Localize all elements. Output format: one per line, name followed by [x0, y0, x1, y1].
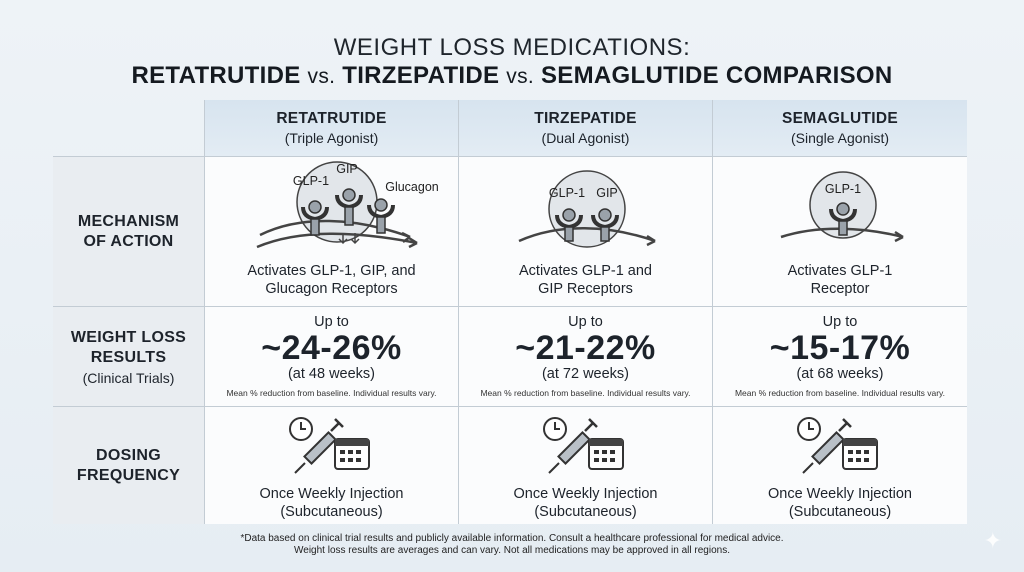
mechanism-semaglutide: GLP-1 Activates GLP-1 Receptor	[713, 157, 967, 307]
dosing-tirzepatide: Once Weekly Injection (Subcutaneous)	[459, 407, 713, 524]
up-to-label: Up to	[568, 314, 603, 330]
dosing-illustration	[797, 417, 878, 474]
dosing-line: Once Weekly Injection	[513, 486, 658, 502]
comparison-table: RETATRUTIDE (Triple Agonist) TIRZEPATIDE…	[53, 100, 967, 524]
mechanism-tirzepatide: GLP-1 GIP Activates GLP-1 and GIP Recept…	[459, 157, 713, 307]
trial-duration: (at 72 weeks)	[541, 366, 630, 382]
header-retatrutide: RETATRUTIDE (Triple Agonist)	[205, 100, 459, 157]
row-label-line: MECHANISM	[77, 212, 180, 230]
row-label-weight-loss: WEIGHT LOSS RESULTS (Clinical Trials)	[53, 307, 205, 407]
mechanism-text: Activates GLP-1 Receptor	[713, 262, 967, 298]
drug-name: TIRZEPATIDE	[534, 110, 637, 127]
footnote: *Data based on clinical trial results an…	[0, 533, 1024, 557]
title-vs-1: vs.	[307, 65, 336, 88]
syringe-icon	[802, 418, 852, 474]
receptor-label: GLP-1	[825, 182, 861, 196]
dosing-line: (Subcutaneous)	[280, 504, 383, 520]
dosing-line: Once Weekly Injection	[259, 486, 404, 502]
results-note: Mean % reduction from baseline. Individu…	[226, 388, 437, 398]
mechanism-line: Activates GLP-1, GIP, and	[247, 263, 416, 279]
drug-type: (Triple Agonist)	[284, 130, 379, 146]
syringe-icon	[294, 418, 344, 474]
sparkle-icon: ✦	[983, 528, 1002, 553]
dosing-text: Once Weekly Injection (Subcutaneous)	[713, 485, 967, 521]
mechanism-retatrutide: GLP-1 GIP Glucagon Activates GLP-1, GIP,…	[205, 157, 459, 307]
weight-loss-percent: ~15-17%	[769, 329, 911, 367]
up-to-label: Up to	[314, 314, 349, 330]
title-drug-1: RETATRUTIDE	[131, 62, 301, 89]
trial-duration: (at 68 weeks)	[796, 366, 884, 382]
results-note: Mean % reduction from baseline. Individu…	[734, 388, 946, 398]
clock-icon	[543, 417, 567, 441]
up-to-label: Up to	[822, 314, 858, 330]
receptor-icon	[301, 188, 395, 236]
row-label-line: DOSING	[96, 446, 161, 464]
results-retatrutide: Up to ~24-26% (at 48 weeks) Mean % reduc…	[205, 307, 459, 407]
calendar-icon	[588, 438, 624, 470]
syringe-icon	[548, 418, 598, 474]
calendar-icon	[842, 438, 878, 470]
trial-duration: (at 48 weeks)	[287, 366, 376, 382]
dosing-semaglutide: Once Weekly Injection (Subcutaneous)	[713, 407, 967, 524]
dosing-line: (Subcutaneous)	[534, 504, 637, 520]
mechanism-line: Glucagon Receptors	[265, 281, 398, 297]
dosing-illustration	[289, 417, 370, 474]
row-label-line: OF ACTION	[83, 232, 174, 250]
header-tirzepatide: TIRZEPATIDE (Dual Agonist)	[459, 100, 713, 157]
table-corner	[53, 100, 205, 157]
row-label-line: RESULTS	[90, 348, 167, 366]
row-label-sub: (Clinical Trials)	[82, 369, 175, 386]
page-title-line1: WEIGHT LOSS MEDICATIONS:	[333, 34, 691, 61]
clock-icon	[289, 417, 313, 441]
title-drug-2: TIRZEPATIDE	[342, 62, 500, 89]
row-label-line: FREQUENCY	[76, 466, 181, 484]
receptor-label: GLP-1	[293, 174, 329, 188]
receptor-diagram: GLP-1	[780, 171, 904, 243]
row-label-mechanism: MECHANISM OF ACTION	[53, 157, 205, 307]
mechanism-text: Activates GLP-1 and GIP Receptors	[459, 262, 712, 298]
dosing-illustration	[543, 417, 624, 474]
mechanism-text: Activates GLP-1, GIP, and Glucagon Recep…	[205, 262, 458, 298]
drug-type: (Single Agonist)	[790, 130, 890, 146]
page-title-line2: RETATRUTIDE vs. TIRZEPATIDE vs. SEMAGLUT…	[0, 62, 1024, 90]
dosing-text: Once Weekly Injection (Subcutaneous)	[459, 485, 712, 521]
results-semaglutide: Up to ~15-17% (at 68 weeks) Mean % reduc…	[713, 307, 967, 407]
receptor-label: Glucagon	[385, 180, 439, 194]
results-note: Mean % reduction from baseline. Individu…	[480, 388, 691, 398]
drug-type: (Dual Agonist)	[541, 130, 630, 146]
mechanism-line: Receptor	[810, 281, 870, 297]
title-drug-3: SEMAGLUTIDE COMPARISON	[541, 62, 893, 89]
receptor-label: GLP-1	[549, 186, 585, 200]
title-vs-2: vs.	[506, 65, 535, 88]
footnote-line: Weight loss results are averages and can…	[294, 545, 730, 556]
mechanism-line: Activates GLP-1	[787, 263, 893, 279]
receptor-label: GIP	[596, 186, 618, 200]
dosing-text: Once Weekly Injection (Subcutaneous)	[205, 485, 458, 521]
dosing-line: Once Weekly Injection	[768, 486, 912, 502]
drug-name: SEMAGLUTIDE	[781, 110, 899, 127]
weight-loss-percent: ~24-26%	[261, 329, 402, 367]
footnote-line: *Data based on clinical trial results an…	[240, 533, 784, 544]
header-semaglutide: SEMAGLUTIDE (Single Agonist)	[713, 100, 967, 157]
receptor-icon	[829, 202, 857, 236]
calendar-icon	[334, 438, 370, 470]
receptor-icon	[555, 208, 619, 242]
receptor-label: GIP	[336, 162, 358, 176]
mechanism-line: Activates GLP-1 and	[519, 263, 652, 279]
row-label-dosing: DOSING FREQUENCY	[53, 407, 205, 524]
clock-icon	[797, 417, 821, 441]
drug-name: RETATRUTIDE	[276, 110, 387, 127]
dosing-retatrutide: Once Weekly Injection (Subcutaneous)	[205, 407, 459, 524]
receptor-diagram: GLP-1 GIP	[518, 170, 656, 248]
row-label-line: WEIGHT LOSS	[70, 328, 187, 346]
receptor-diagram: GLP-1 GIP Glucagon	[256, 161, 439, 249]
mechanism-line: GIP Receptors	[538, 281, 633, 297]
dosing-line: (Subcutaneous)	[788, 504, 892, 520]
weight-loss-percent: ~21-22%	[515, 329, 656, 367]
results-tirzepatide: Up to ~21-22% (at 72 weeks) Mean % reduc…	[459, 307, 713, 407]
